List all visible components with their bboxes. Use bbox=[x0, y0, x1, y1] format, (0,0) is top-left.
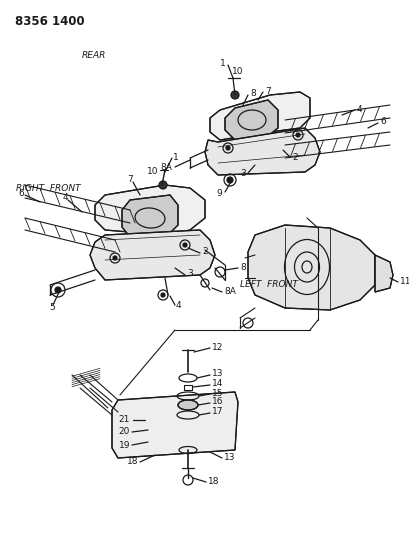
Text: 11: 11 bbox=[399, 277, 409, 286]
Circle shape bbox=[182, 243, 187, 247]
Text: 2: 2 bbox=[291, 152, 297, 161]
Text: 8A: 8A bbox=[160, 163, 172, 172]
Text: 1: 1 bbox=[220, 60, 225, 69]
Polygon shape bbox=[95, 185, 204, 235]
Text: 17: 17 bbox=[211, 408, 223, 416]
Polygon shape bbox=[122, 195, 178, 237]
Polygon shape bbox=[225, 100, 277, 140]
Text: 18: 18 bbox=[207, 478, 219, 487]
Text: 7: 7 bbox=[127, 175, 133, 184]
Circle shape bbox=[55, 287, 61, 293]
Text: 10: 10 bbox=[231, 68, 243, 77]
Text: 1: 1 bbox=[173, 154, 178, 163]
Text: 15: 15 bbox=[211, 389, 223, 398]
Text: 3: 3 bbox=[240, 169, 245, 179]
Circle shape bbox=[225, 146, 229, 150]
Text: 5: 5 bbox=[49, 303, 55, 311]
Polygon shape bbox=[90, 230, 214, 280]
Circle shape bbox=[227, 177, 232, 183]
Ellipse shape bbox=[178, 400, 198, 410]
Text: 9: 9 bbox=[216, 189, 221, 198]
Polygon shape bbox=[247, 225, 374, 310]
Text: 10: 10 bbox=[146, 167, 157, 176]
Text: 13: 13 bbox=[223, 454, 235, 463]
Text: RIGHT  FRONT: RIGHT FRONT bbox=[16, 184, 81, 193]
Polygon shape bbox=[204, 128, 319, 175]
Text: 8: 8 bbox=[249, 90, 255, 99]
Text: 8356 1400: 8356 1400 bbox=[15, 15, 84, 28]
Text: REAR: REAR bbox=[82, 51, 106, 60]
Text: 4: 4 bbox=[175, 301, 181, 310]
Circle shape bbox=[159, 181, 166, 189]
Circle shape bbox=[230, 91, 238, 99]
Text: 6: 6 bbox=[18, 189, 24, 198]
Text: 21: 21 bbox=[118, 416, 130, 424]
Text: 18: 18 bbox=[126, 457, 138, 466]
Circle shape bbox=[113, 256, 117, 260]
Text: 2: 2 bbox=[202, 247, 207, 256]
Polygon shape bbox=[112, 392, 237, 458]
Text: LEFT  FRONT: LEFT FRONT bbox=[239, 280, 297, 289]
Circle shape bbox=[161, 293, 164, 297]
Text: 12: 12 bbox=[211, 343, 223, 352]
Text: 4: 4 bbox=[356, 104, 362, 114]
Text: 8A: 8A bbox=[223, 287, 235, 295]
Text: 14: 14 bbox=[211, 379, 223, 389]
Polygon shape bbox=[374, 255, 392, 292]
Text: 20: 20 bbox=[118, 427, 130, 437]
Text: 8: 8 bbox=[239, 262, 245, 271]
Text: 3: 3 bbox=[187, 270, 192, 279]
Text: 6: 6 bbox=[379, 117, 385, 126]
Text: 19: 19 bbox=[118, 440, 130, 449]
Text: 4: 4 bbox=[62, 193, 68, 203]
Text: 7: 7 bbox=[264, 86, 270, 95]
Circle shape bbox=[295, 133, 299, 137]
Text: 13: 13 bbox=[211, 369, 223, 378]
Polygon shape bbox=[209, 92, 309, 140]
Text: 16: 16 bbox=[211, 398, 223, 407]
